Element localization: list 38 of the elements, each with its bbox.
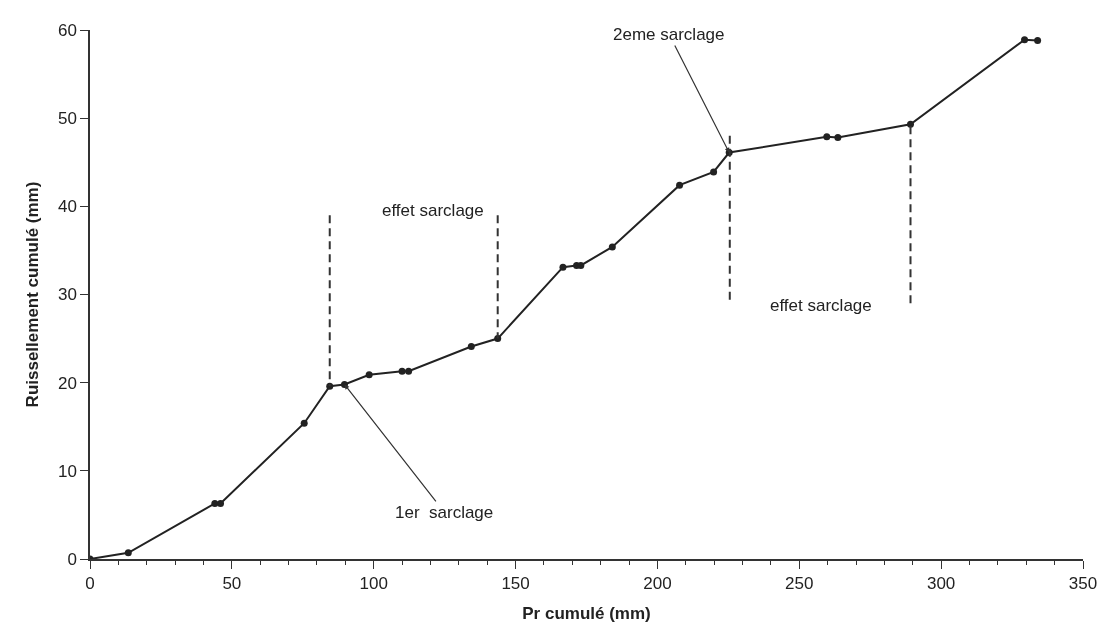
point bbox=[398, 367, 406, 375]
x-tick-label: 50 bbox=[222, 574, 242, 594]
point bbox=[211, 499, 219, 507]
point bbox=[1034, 37, 1042, 45]
y-tick-label: 40 bbox=[57, 197, 77, 217]
point bbox=[300, 419, 308, 427]
point bbox=[823, 133, 831, 141]
x-tick-label: 100 bbox=[359, 574, 388, 594]
annotation: effet sarclage bbox=[382, 201, 484, 220]
y-tick-label: 30 bbox=[57, 285, 77, 305]
point bbox=[1021, 36, 1029, 44]
x-tick-label: 350 bbox=[1068, 574, 1098, 594]
x-tick-label: 250 bbox=[785, 574, 814, 594]
point bbox=[405, 367, 413, 375]
annotation: 1er sarclage bbox=[395, 503, 494, 522]
y-tick-label: 60 bbox=[57, 20, 77, 40]
point bbox=[365, 371, 373, 379]
y-tick-label: 20 bbox=[57, 373, 77, 393]
y-tick-label: 50 bbox=[57, 109, 77, 129]
y-axis-title: Ruissellement cumulé (mm) bbox=[22, 181, 42, 408]
x-tick-label: 0 bbox=[85, 574, 95, 594]
y-tick-label: 10 bbox=[57, 461, 77, 481]
point bbox=[710, 168, 718, 176]
y-tick-label: 0 bbox=[67, 549, 77, 569]
point bbox=[834, 134, 842, 142]
point bbox=[608, 243, 616, 251]
point bbox=[559, 263, 567, 271]
point bbox=[124, 549, 132, 557]
point bbox=[676, 181, 684, 189]
x-axis-title: Pr cumulé (mm) bbox=[522, 604, 651, 624]
annotation: effet sarclage bbox=[770, 296, 872, 315]
point bbox=[467, 343, 475, 351]
point bbox=[217, 499, 225, 507]
point bbox=[577, 261, 585, 269]
x-tick-label: 300 bbox=[926, 574, 956, 594]
x-tick-label: 150 bbox=[501, 574, 530, 594]
annotation: 2eme sarclage bbox=[613, 25, 725, 44]
x-tick-label: 200 bbox=[643, 574, 672, 594]
